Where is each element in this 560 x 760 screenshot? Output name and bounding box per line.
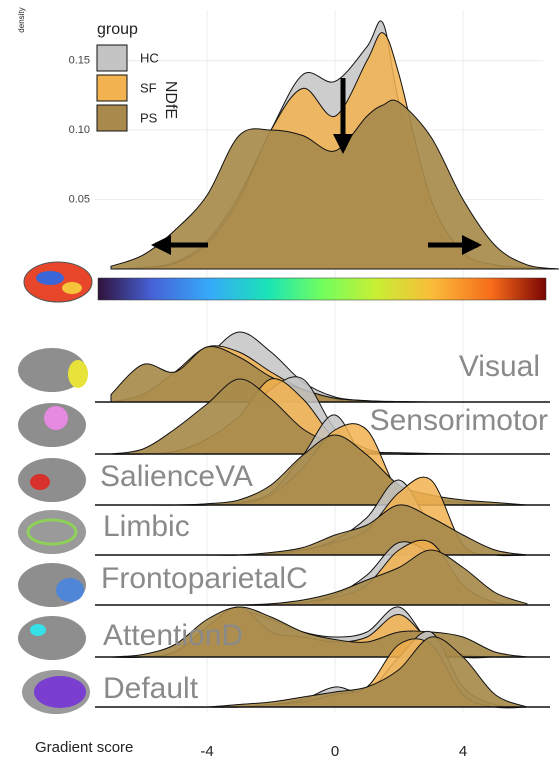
legend-key <box>97 45 127 71</box>
legend-label: HC <box>140 50 159 65</box>
legend-label: SF <box>140 80 157 95</box>
legend-key <box>97 75 127 101</box>
x-tick-label: 4 <box>459 743 467 760</box>
brain <box>44 406 68 430</box>
x-axis-label: Gradient score <box>35 739 133 756</box>
x-tick-label: -4 <box>200 743 213 760</box>
brain <box>18 458 86 502</box>
ridge-plot: -4 0 4 Visual Sensorimotor SalienceVA Limbic Fr… <box>95 332 550 760</box>
brain <box>68 360 88 388</box>
legend: group NDfE HC SF PS <box>97 21 179 131</box>
ridge-label: FrontoparietalC <box>101 562 308 595</box>
ridge-label: Default <box>103 672 199 705</box>
legend-title: group <box>97 21 138 38</box>
ridge-label: Visual <box>459 350 540 383</box>
ridge-label: Sensorimotor <box>370 404 548 437</box>
brain <box>18 616 86 660</box>
brain <box>34 676 86 708</box>
brain-icons <box>18 262 92 714</box>
brain <box>36 271 64 285</box>
y-axis-label: density <box>17 7 26 32</box>
brain <box>56 578 84 602</box>
annotation: NDfE <box>162 81 179 119</box>
x-tick-label: 0 <box>331 743 339 760</box>
y-tick-label: 0.15 <box>69 54 90 66</box>
y-tick-label: 0.10 <box>69 124 90 136</box>
figure: 0.05 0.10 0.15 -4 0 4 Visual Sensorimotor Salie… <box>0 0 560 760</box>
ridge-label: AttentionD <box>103 619 243 652</box>
brain <box>30 624 46 636</box>
brain <box>62 282 82 294</box>
y-tick-label: 0.05 <box>69 193 90 205</box>
ridge-label: Limbic <box>103 510 190 543</box>
legend-key <box>97 105 127 131</box>
colorbar <box>98 278 546 300</box>
ridge-label: SalienceVA <box>100 460 253 493</box>
brain <box>30 474 50 490</box>
legend-label: PS <box>140 110 158 125</box>
